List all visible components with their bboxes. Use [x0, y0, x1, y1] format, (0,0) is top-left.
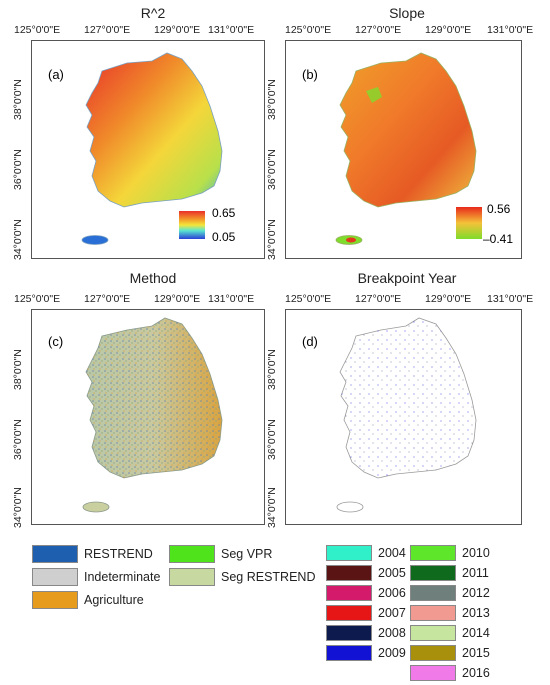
lat-tick: 38°0'0"N: [266, 349, 278, 390]
lon-tick: 127°0'0"E: [84, 24, 131, 36]
lon-tick: 129°0'0"E: [154, 24, 201, 36]
lon-tick: 131°0'0"E: [487, 24, 534, 36]
legend-swatch: [169, 545, 215, 563]
legend-swatch: [32, 545, 78, 563]
lon-tick: 127°0'0"E: [355, 24, 402, 36]
lat-tick: 38°0'0"N: [12, 79, 24, 120]
legend-item: 2009: [326, 645, 406, 661]
lon-tick: 127°0'0"E: [84, 293, 131, 305]
lat-tick: 34°0'0"N: [12, 219, 24, 260]
lat-tick: 34°0'0"N: [12, 487, 24, 528]
legend-item: 2013: [410, 605, 490, 621]
lat-tick: 36°0'0"N: [266, 419, 278, 460]
jeju-island: [82, 501, 110, 513]
lon-tick: 129°0'0"E: [425, 293, 472, 305]
colorbar-min-slope: –0.41: [483, 232, 513, 246]
map-frame-method: (c): [31, 309, 265, 525]
colorbar-min-r2: 0.05: [212, 230, 236, 244]
legend-item: 2010: [410, 545, 490, 561]
map-r2: (a) 0.65 0.05: [48, 52, 236, 245]
lon-tick: 129°0'0"E: [154, 293, 201, 305]
legend-item: 2006: [326, 585, 406, 601]
legend-swatch: [410, 625, 456, 641]
legend-swatch: [410, 585, 456, 601]
legend-item: Seg RESTREND: [169, 568, 315, 586]
panel-label-d: (d): [302, 334, 318, 349]
lat-tick: 34°0'0"N: [266, 219, 278, 260]
panel-title-r2: R^2: [140, 5, 166, 21]
lon-tick: 129°0'0"E: [425, 24, 472, 36]
panel-label-a: (a): [48, 67, 64, 82]
legend-swatch: [326, 585, 372, 601]
panel-title-breakpoint: Breakpoint Year: [357, 270, 457, 286]
map-breakpoint: (d): [302, 317, 477, 513]
colorbar-max-slope: 0.56: [487, 202, 511, 216]
legend-item: 2016: [410, 665, 490, 681]
legend-swatch: [326, 605, 372, 621]
legend-swatch: [410, 645, 456, 661]
legend-swatch: [410, 545, 456, 561]
korea-mainland: [85, 52, 223, 208]
legend-item: Indeterminate: [32, 568, 160, 586]
legend-swatch: [32, 568, 78, 586]
lon-tick: 125°0'0"E: [14, 293, 61, 305]
lon-tick: 125°0'0"E: [285, 24, 332, 36]
map-method: (c): [48, 317, 223, 513]
legend-item: 2005: [326, 565, 406, 581]
panel-title-slope: Slope: [389, 5, 425, 21]
lat-tick: 38°0'0"N: [266, 79, 278, 120]
legend-swatch: [410, 665, 456, 681]
lon-tick: 125°0'0"E: [285, 293, 332, 305]
map-slope: (b) 0.56 –0.41: [302, 52, 513, 246]
jeju-island: [336, 501, 364, 513]
legend-item: Agriculture: [32, 591, 144, 609]
green-patch: [366, 87, 382, 103]
legend-swatch: [169, 568, 215, 586]
lat-tick: 36°0'0"N: [12, 149, 24, 190]
map-frame-slope: (b) 0.56 –0.41: [285, 40, 522, 259]
lon-tick: 131°0'0"E: [487, 293, 534, 305]
lat-tick: 36°0'0"N: [12, 419, 24, 460]
legend-swatch: [32, 591, 78, 609]
lat-tick: 36°0'0"N: [266, 149, 278, 190]
legend-swatch: [326, 545, 372, 561]
legend-item: 2007: [326, 605, 406, 621]
legend-item: 2015: [410, 645, 490, 661]
legend-item: 2014: [410, 625, 490, 641]
lon-tick: 127°0'0"E: [355, 293, 402, 305]
legend-swatch: [410, 605, 456, 621]
legend-swatch: [326, 645, 372, 661]
legend-item: 2004: [326, 545, 406, 561]
jeju-island: [81, 235, 109, 245]
lon-tick: 125°0'0"E: [14, 24, 61, 36]
map-frame-r2: (a) 0.65 0.05: [31, 40, 265, 259]
korea-mainland: [339, 52, 477, 208]
lon-tick: 131°0'0"E: [208, 293, 255, 305]
lat-tick: 38°0'0"N: [12, 349, 24, 390]
colorbar-r2: [179, 211, 205, 239]
legend-item: 2012: [410, 585, 490, 601]
legend-swatch: [326, 565, 372, 581]
legend-item: 2008: [326, 625, 406, 641]
colorbar-slope: [456, 207, 482, 239]
panel-title-method: Method: [129, 270, 177, 286]
legend-item: 2011: [410, 565, 489, 581]
map-frame-breakpoint: (d): [285, 309, 522, 525]
lon-tick: 131°0'0"E: [208, 24, 255, 36]
lat-tick: 34°0'0"N: [266, 487, 278, 528]
legend-item: RESTREND: [32, 545, 153, 563]
colorbar-max-r2: 0.65: [212, 206, 236, 220]
panel-label-b: (b): [302, 67, 318, 82]
legend-item: Seg VPR: [169, 545, 272, 563]
panel-label-c: (c): [48, 334, 63, 349]
legend-swatch: [410, 565, 456, 581]
legend-swatch: [326, 625, 372, 641]
